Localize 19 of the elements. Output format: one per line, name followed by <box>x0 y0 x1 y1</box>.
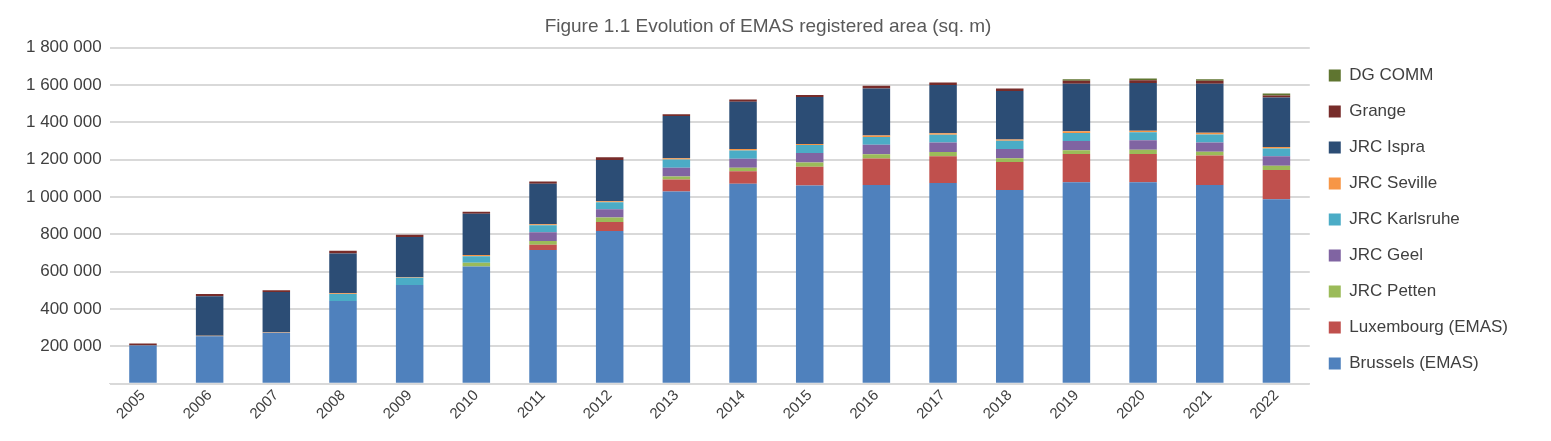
legend-label: Brussels (EMAS) <box>1349 353 1479 373</box>
y-tick-label: 200 000 <box>40 336 102 356</box>
legend-label: Luxembourg (EMAS) <box>1349 317 1509 337</box>
legend-label: JRC Ispra <box>1349 137 1426 157</box>
y-tick-label: 1 400 000 <box>25 112 102 132</box>
y-tick-label: 1 800 000 <box>25 37 102 57</box>
legend-label: JRC Geel <box>1349 245 1423 265</box>
y-tick-label: 800 000 <box>40 224 102 244</box>
y-tick-label: 1 200 000 <box>25 149 102 169</box>
y-tick-label: 1 000 000 <box>25 186 102 206</box>
legend-label: JRC Petten <box>1349 281 1437 301</box>
legend-label: Grange <box>1349 101 1406 121</box>
legend-label: DG COMM <box>1349 65 1434 85</box>
legend-label: JRC Seville <box>1349 173 1438 193</box>
y-tick-label: 1 600 000 <box>25 74 102 94</box>
y-tick-label: 600 000 <box>40 261 102 281</box>
chart-title: Figure 1.1 Evolution of EMAS registered area (sq. m) <box>544 14 992 36</box>
y-tick-label: 400 000 <box>40 298 102 318</box>
legend-label: JRC Karlsruhe <box>1349 209 1460 229</box>
